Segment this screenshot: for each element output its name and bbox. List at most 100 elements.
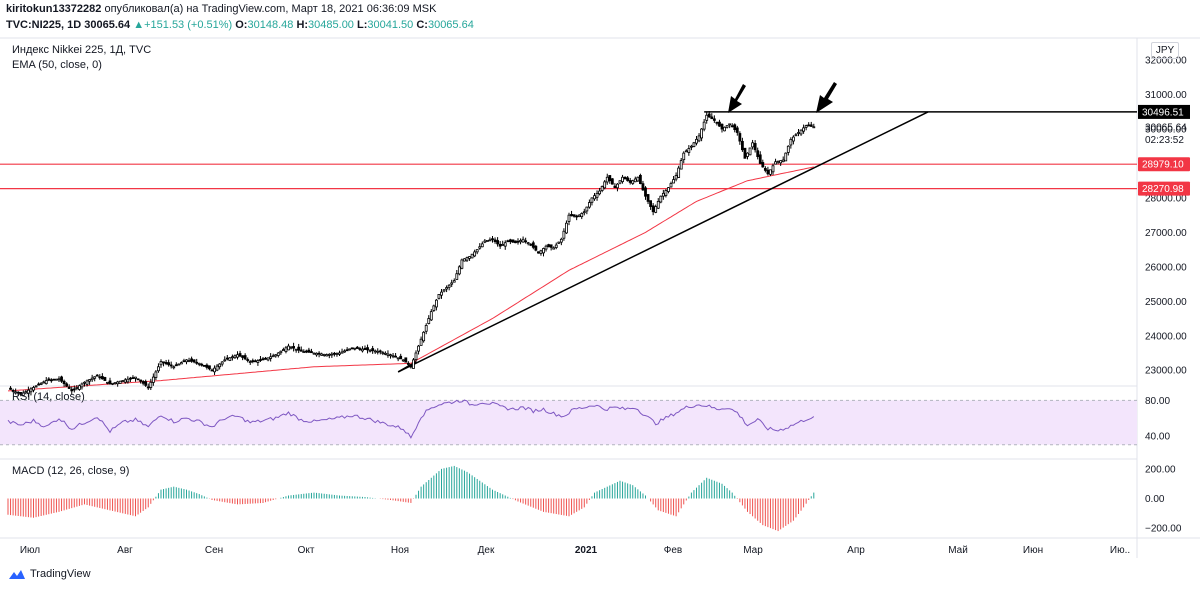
price-tick-label: 28000.00	[1145, 193, 1187, 204]
candle-body	[758, 154, 762, 164]
candle-body	[519, 240, 522, 243]
chart-title[interactable]: Индекс Nikkei 225, 1Д, TVC	[12, 44, 152, 56]
candle-body	[552, 247, 556, 250]
candle-body	[136, 378, 140, 381]
candle-body	[406, 362, 410, 365]
footer-brand[interactable]: TradingView	[30, 568, 91, 580]
candle-body	[705, 114, 709, 121]
candle-body	[807, 124, 811, 127]
candle-body	[299, 349, 303, 352]
candle-body	[429, 311, 433, 321]
candle-body	[809, 124, 813, 127]
candle-body	[218, 363, 222, 368]
change-arrow-icon: ▲	[133, 19, 145, 31]
candle-body	[174, 364, 178, 367]
author-name[interactable]: kiritokun13372282	[6, 3, 102, 15]
candle-body	[307, 349, 311, 353]
candle-body	[534, 245, 538, 251]
candle-body	[549, 244, 553, 248]
rsi-pane[interactable]	[0, 399, 1137, 446]
candle-body	[763, 167, 767, 171]
candle-body	[373, 350, 377, 353]
macd-tick-label: 0.00	[1145, 494, 1165, 505]
candle-body	[279, 350, 283, 354]
candle-body	[327, 353, 331, 356]
macd-tick-label: 200.00	[1145, 464, 1176, 475]
candle-body	[445, 287, 449, 290]
candle-body	[677, 167, 681, 178]
candle-body	[661, 192, 665, 197]
candle-body	[49, 379, 53, 382]
candle-body	[340, 351, 344, 354]
candle-body	[126, 378, 130, 383]
macd-legend[interactable]: MACD (12, 26, close, 9)	[12, 465, 130, 477]
candle-body	[605, 176, 609, 183]
candle-body	[437, 294, 441, 299]
candle-body	[200, 363, 204, 366]
time-tick-label: Апр	[847, 545, 865, 556]
candle-body	[710, 116, 714, 120]
candle-body	[572, 214, 576, 217]
candle-body	[274, 354, 278, 357]
currency-button[interactable]: JPY	[1151, 42, 1179, 59]
candle-body	[24, 391, 28, 394]
candle-body	[434, 299, 438, 308]
candle-body	[190, 358, 194, 362]
candle-body	[531, 242, 535, 248]
candle-body	[202, 365, 206, 367]
candle-body	[42, 381, 46, 384]
candle-body	[83, 381, 86, 384]
symbol-label: TVC:NI225, 1D	[6, 19, 82, 31]
candle-body	[460, 259, 464, 269]
candle-body	[656, 200, 660, 209]
candle-body	[350, 347, 354, 350]
candle-body	[182, 360, 186, 363]
candle-body	[496, 240, 500, 245]
price-pane[interactable]	[0, 111, 1137, 398]
candle-body	[623, 176, 627, 180]
rsi-band	[0, 400, 1137, 445]
candle-body	[672, 179, 675, 184]
candle-body	[687, 148, 691, 153]
candle-body	[281, 349, 285, 352]
ema-legend[interactable]: EMA (50, close, 0)	[12, 59, 102, 71]
candle-body	[90, 377, 94, 381]
price-tick-label: 25000.00	[1145, 297, 1187, 308]
candle-body	[697, 135, 701, 142]
rsi-legend[interactable]: RSI (14, close)	[12, 391, 85, 403]
candle-body	[172, 366, 176, 369]
candle-body	[261, 358, 265, 361]
candle-body	[575, 215, 579, 218]
candle-body	[134, 376, 137, 379]
candle-body	[529, 243, 533, 246]
candle-body	[516, 240, 520, 243]
candle-body	[159, 361, 163, 366]
candle-body	[345, 349, 349, 352]
change-value: +151.53 (+0.51%)	[144, 19, 233, 31]
candle-body	[128, 377, 132, 380]
candle-body	[123, 379, 127, 383]
candle-body	[98, 376, 102, 379]
arrow-annotation-1[interactable]	[728, 84, 746, 113]
high-label: H:	[296, 19, 309, 31]
macd-pane[interactable]	[7, 465, 815, 532]
candle-body	[506, 240, 510, 243]
candle-body	[185, 359, 188, 363]
candle-body	[401, 359, 405, 362]
candle-body	[720, 123, 724, 130]
rsi-tick-label: 40.00	[1145, 431, 1170, 442]
candle-body	[468, 256, 471, 259]
rsi-line	[7, 399, 815, 439]
candle-body	[707, 113, 711, 118]
candle-body	[32, 387, 35, 391]
candle-body	[113, 382, 117, 385]
candle-body	[304, 350, 308, 353]
candle-body	[779, 160, 783, 164]
arrow-annotation-2[interactable]	[816, 82, 837, 113]
price-tick-label: 26000.00	[1145, 262, 1187, 273]
candle-body	[16, 391, 20, 394]
close-label: C:	[416, 19, 428, 31]
candle-body	[524, 240, 528, 243]
candle-body	[784, 152, 788, 162]
